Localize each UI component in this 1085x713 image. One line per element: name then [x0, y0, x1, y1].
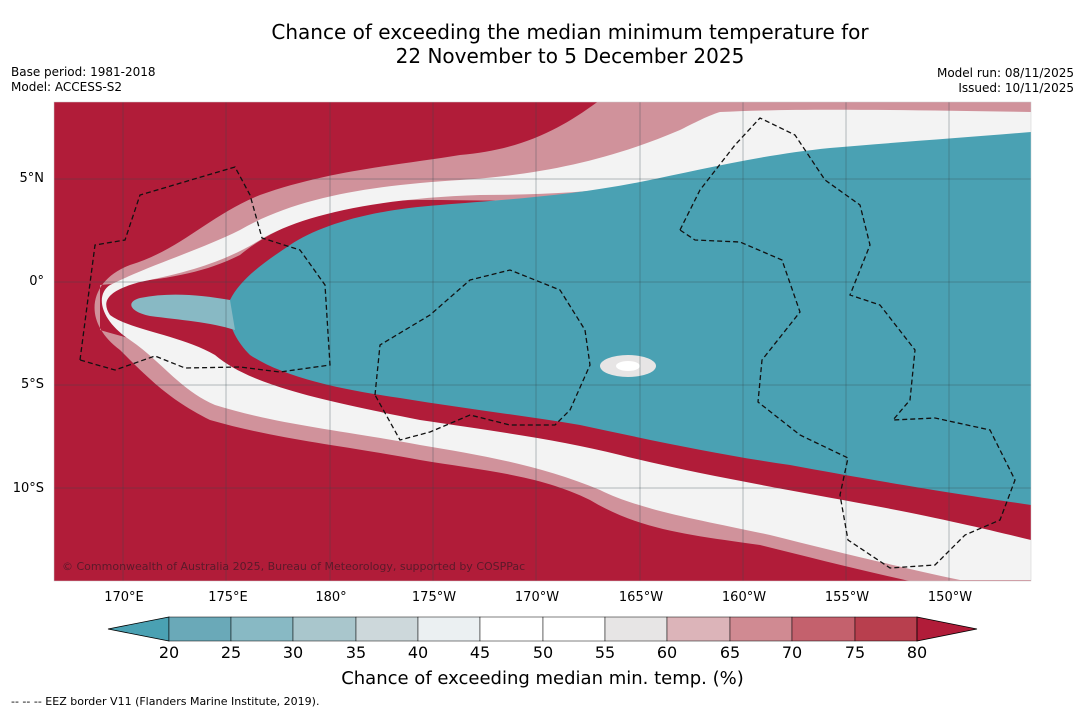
lon-label-175e: 175°E	[208, 590, 248, 605]
warm-patch-core	[616, 361, 640, 371]
band-white	[101, 109, 1031, 580]
colorbar-bin	[479, 616, 544, 642]
colorbar-tick: 25	[220, 643, 242, 662]
colorbar-bin	[417, 616, 481, 642]
below-median-zone	[228, 132, 1031, 505]
eez-kiribati-line	[679, 117, 1016, 569]
colorbar-tick: 75	[844, 643, 866, 662]
eez-borders	[79, 117, 1016, 569]
lon-label-160w: 160°W	[721, 590, 767, 605]
colorbar-tick: 50	[532, 643, 554, 662]
colorbar-tick: 70	[781, 643, 803, 662]
colorbar-bin	[355, 616, 419, 642]
issued-date: Issued: 10/11/2025	[958, 81, 1074, 95]
colorbar-bin	[230, 616, 294, 642]
colorbar-tick: 30	[282, 643, 304, 662]
lon-label-180: 180°	[315, 590, 347, 605]
lat-label-10s: 10°S	[12, 481, 44, 496]
colorbar-low-arrow	[107, 616, 170, 642]
colorbar-tick: 20	[158, 643, 180, 662]
colorbar-bin	[604, 616, 668, 642]
colorbar-bin	[854, 616, 918, 642]
map-area: © Commonwealth of Australia 2025, Bureau…	[54, 102, 1031, 581]
title-line-2: 22 November to 5 December 2025	[395, 44, 745, 68]
lat-label-5n: 5°N	[19, 171, 45, 186]
colorbar-tick: 40	[407, 643, 429, 662]
title-line-1: Chance of exceeding the median minimum t…	[271, 20, 869, 44]
model-name: Model: ACCESS-S2	[11, 80, 123, 94]
colorbar-tick: 35	[345, 643, 367, 662]
colorbar-tick: 55	[594, 643, 616, 662]
lat-label-0: 0°	[29, 274, 44, 289]
map-frame	[53, 101, 1032, 582]
colorbar-bin	[791, 616, 856, 642]
colorbar-tick: 60	[656, 643, 678, 662]
colorbar-bin	[666, 616, 731, 642]
colorbar-bin	[292, 616, 357, 642]
model-run-info: Model run: 08/11/2025 Issued: 10/11/2025	[937, 66, 1074, 96]
lon-label-175w: 175°W	[411, 590, 457, 605]
colorbar-title: Chance of exceeding median min. temp. (%…	[341, 668, 744, 689]
colorbar-bin	[729, 616, 793, 642]
lon-label-170w: 170°W	[514, 590, 560, 605]
lon-label-155w: 155°W	[824, 590, 870, 605]
colorbar-tick: 45	[469, 643, 491, 662]
model-run: Model run: 08/11/2025	[936, 66, 1074, 80]
lon-label-150w: 150°W	[927, 590, 973, 605]
colorbar-tick: 80	[906, 643, 928, 662]
eez-legend-note: -- -- -- EEZ border V11 (Flanders Marine…	[11, 695, 320, 708]
colorbar-bin	[168, 616, 232, 642]
lon-label-170e: 170°E	[104, 590, 144, 605]
blue-tongue-west	[131, 294, 235, 330]
base-period-info: Base period: 1981-2018 Model: ACCESS-S2	[11, 65, 156, 95]
eez-kiribati-phoenix	[374, 269, 591, 441]
copyright-text: © Commonwealth of Australia 2025, Bureau…	[62, 560, 525, 573]
graticule	[54, 102, 1031, 581]
eez-kiribati-gilbert	[79, 166, 331, 373]
lat-label-5s: 5°S	[20, 377, 44, 392]
map-title: Chance of exceeding the median minimum t…	[0, 20, 1085, 68]
colorbar-high-arrow	[916, 616, 978, 642]
colorbar-bin	[542, 616, 606, 642]
colorbar	[107, 616, 978, 642]
colorbar-tick: 65	[719, 643, 741, 662]
base-period: Base period: 1981-2018	[11, 65, 156, 79]
lon-label-165w: 165°W	[618, 590, 664, 605]
